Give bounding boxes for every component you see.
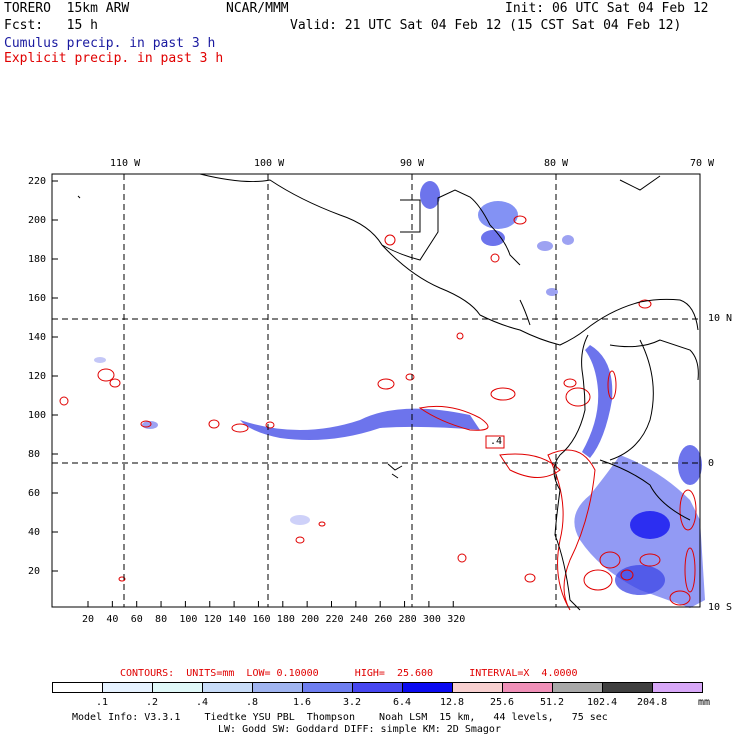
- y-tick-label: 160: [28, 293, 47, 304]
- y-tick-label: 140: [28, 332, 47, 343]
- center-label: NCAR/MMM: [226, 1, 289, 16]
- y-tick-label: 180: [28, 254, 47, 265]
- lon-label-100w: 100 W: [254, 158, 285, 169]
- y-tick-label: 200: [28, 215, 47, 226]
- lat-label-10n: 10 N: [708, 313, 733, 324]
- x-tick-label: 60: [130, 614, 143, 625]
- lat-label-10s: 10 S: [708, 602, 733, 613]
- colorbar-swatch: [402, 682, 453, 693]
- colorbar-swatch: [202, 682, 253, 693]
- init-time: Init: 06 UTC Sat 04 Feb 12: [505, 1, 709, 16]
- colorbar-label: .1: [96, 697, 109, 708]
- x-tick-label: 80: [155, 614, 168, 625]
- x-tick-label: 140: [228, 614, 247, 625]
- x-tick-label: 300: [422, 614, 441, 625]
- physics-info: LW: Godd SW: Goddard DIFF: simple KM: 2D…: [218, 724, 501, 735]
- colorbar-label: 204.8: [637, 697, 668, 708]
- model-title: TORERO 15km ARW: [4, 1, 130, 16]
- contours-info: CONTOURS: UNITS=mm LOW= 0.10000 HIGH= 25…: [120, 668, 578, 679]
- lat-label-0: 0: [708, 458, 715, 469]
- y-tick-label: 60: [28, 488, 41, 499]
- explicit-precip-contours: [59, 215, 697, 611]
- y-axis-ticks: [52, 180, 58, 572]
- colorbar-swatch: [452, 682, 503, 693]
- colorbar-swatch: [502, 682, 553, 693]
- colorbar-label: 1.6: [293, 697, 312, 708]
- colorbar-swatch: [252, 682, 303, 693]
- colorbar-swatch: [102, 682, 153, 693]
- y-tick-label: 120: [28, 371, 47, 382]
- x-tick-label: 320: [447, 614, 466, 625]
- lon-label-90w: 90 W: [400, 158, 425, 169]
- cumulus-precip-areas: [94, 181, 705, 608]
- x-axis-ticks: [87, 601, 454, 607]
- colorbar-label: 102.4: [587, 697, 618, 708]
- x-tick-label: 260: [374, 614, 393, 625]
- lon-label-80w: 80 W: [544, 158, 569, 169]
- x-tick-label: 100: [179, 614, 198, 625]
- y-tick-label: 40: [28, 527, 41, 538]
- colorbar-swatch: [52, 682, 103, 693]
- colorbar-label: .2: [146, 697, 159, 708]
- forecast-hour: Fcst: 15 h: [4, 18, 98, 33]
- colorbar-swatch: [152, 682, 203, 693]
- x-tick-label: 200: [301, 614, 320, 625]
- colorbar-units: mm: [698, 697, 711, 708]
- x-tick-label: 220: [325, 614, 344, 625]
- colorbar-label: 12.8: [440, 697, 465, 708]
- field-explicit-label: Explicit precip. in past 3 h: [4, 51, 224, 66]
- y-tick-label: 220: [28, 176, 47, 187]
- x-tick-label: 240: [349, 614, 368, 625]
- colorbar-label: 6.4: [393, 697, 412, 708]
- x-tick-label: 160: [252, 614, 271, 625]
- graticule: [52, 174, 700, 607]
- x-tick-label: 120: [203, 614, 222, 625]
- colorbar-label: .4: [196, 697, 209, 708]
- colorbar-swatch: [602, 682, 653, 693]
- colorbar-label: 51.2: [540, 697, 565, 708]
- y-tick-label: 80: [28, 449, 41, 460]
- x-tick-label: 20: [82, 614, 95, 625]
- colorbar-label: 25.6: [490, 697, 515, 708]
- colorbar-swatch: [302, 682, 353, 693]
- x-tick-label: 280: [398, 614, 417, 625]
- colorbar-label: 3.2: [343, 697, 362, 708]
- lon-label-70w: 70 W: [690, 158, 715, 169]
- colorbar-swatch: [352, 682, 403, 693]
- colorbar-swatch: [552, 682, 603, 693]
- colorbar-label: .8: [246, 697, 259, 708]
- colorbar-swatch: [652, 682, 703, 693]
- field-cumulus-label: Cumulus precip. in past 3 h: [4, 36, 216, 51]
- model-info: Model Info: V3.3.1 Tiedtke YSU PBL Thomp…: [72, 712, 608, 723]
- x-tick-label: 180: [276, 614, 295, 625]
- lon-label-110w: 110 W: [110, 158, 141, 169]
- x-tick-label: 40: [106, 614, 119, 625]
- y-tick-label: 20: [28, 566, 41, 577]
- valid-time: Valid: 21 UTC Sat 04 Feb 12 (15 CST Sat …: [290, 18, 682, 33]
- contour-box-label: .4: [490, 436, 503, 447]
- map-frame: [51, 173, 701, 608]
- y-tick-label: 100: [28, 410, 47, 421]
